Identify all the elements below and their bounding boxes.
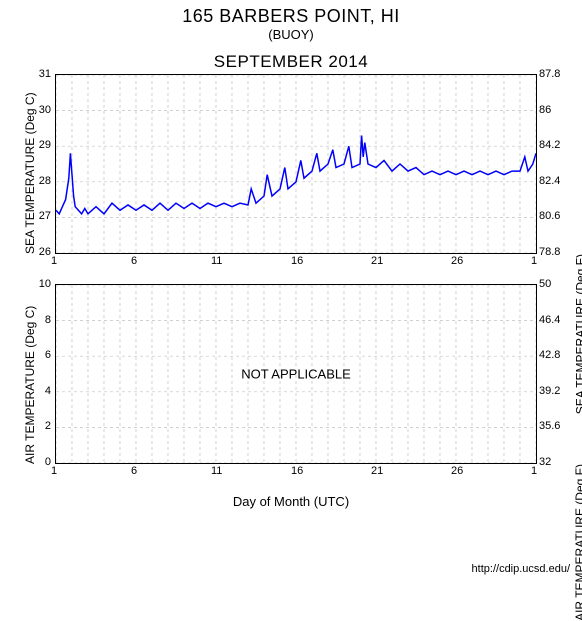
air-temp-plot: NOT APPLICABLE [55,284,537,464]
ytick-right-label: 86 [539,104,551,116]
ytick-right-label: 46.4 [539,314,560,326]
xtick-label: 26 [451,465,463,477]
ytick-left-label: 26 [39,246,51,258]
ytick-left-label: 27 [39,210,51,222]
ytick-right-label: 82.4 [539,175,560,187]
sea-temp-plot [55,74,537,254]
ytick-left-label: 31 [39,68,51,80]
ytick-left-label: 6 [45,349,51,361]
sea-temp-chart: SEA TEMPERATURE (Deg C) SEA TEMPERATURE … [55,74,537,254]
air-temp-ylabel-left: AIR TEMPERATURE (Deg C) [23,306,37,464]
ytick-right-label: 50 [539,278,551,290]
main-title: 165 BARBERS POINT, HI [0,6,582,27]
ytick-right-label: 32 [539,456,551,468]
page-root: 165 BARBERS POINT, HI (BUOY) SEPTEMBER 2… [0,0,582,581]
xtick-label: 1 [51,255,57,267]
footer-url: http://cdip.ucsd.edu/ [472,563,570,575]
month-title: SEPTEMBER 2014 [0,52,582,72]
xtick-label: 11 [211,255,222,267]
xtick-label: 16 [291,465,303,477]
xlabel: Day of Month (UTC) [0,494,582,509]
xtick-label: 16 [291,255,303,267]
ytick-right-label: 87.8 [539,68,560,80]
sea-temp-ylabel-right: SEA TEMPERATURE (Deg F) [573,254,582,414]
ytick-right-label: 35.6 [539,420,560,432]
ytick-left-label: 0 [45,456,51,468]
ytick-left-label: 8 [45,314,51,326]
xtick-label: 6 [131,465,137,477]
ytick-left-label: 28 [39,175,51,187]
subtitle: (BUOY) [0,27,582,42]
ytick-right-label: 84.2 [539,139,560,151]
xtick-label: 21 [371,255,383,267]
xtick-label: 1 [531,465,537,477]
titles-block: 165 BARBERS POINT, HI (BUOY) SEPTEMBER 2… [0,0,582,72]
air-temp-ylabel-right: AIR TEMPERATURE (Deg F) [573,464,582,621]
ytick-left-label: 2 [45,420,51,432]
xtick-label: 11 [211,465,222,477]
air-temp-chart: AIR TEMPERATURE (Deg C) AIR TEMPERATURE … [55,284,537,464]
ytick-left-label: 4 [45,385,51,397]
ytick-left-label: 10 [39,278,51,290]
xtick-label: 26 [451,255,463,267]
ytick-right-label: 42.8 [539,349,560,361]
xtick-label: 1 [531,255,537,267]
not-applicable-text: NOT APPLICABLE [241,367,351,382]
sea-temp-ylabel-left: SEA TEMPERATURE (Deg C) [23,92,37,254]
ytick-left-label: 29 [39,139,51,151]
xtick-label: 6 [131,255,137,267]
ytick-right-label: 39.2 [539,385,560,397]
xtick-label: 1 [51,465,57,477]
ytick-right-label: 78.8 [539,246,560,258]
ytick-right-label: 80.6 [539,210,560,222]
xtick-label: 21 [371,465,383,477]
ytick-left-label: 30 [39,104,51,116]
